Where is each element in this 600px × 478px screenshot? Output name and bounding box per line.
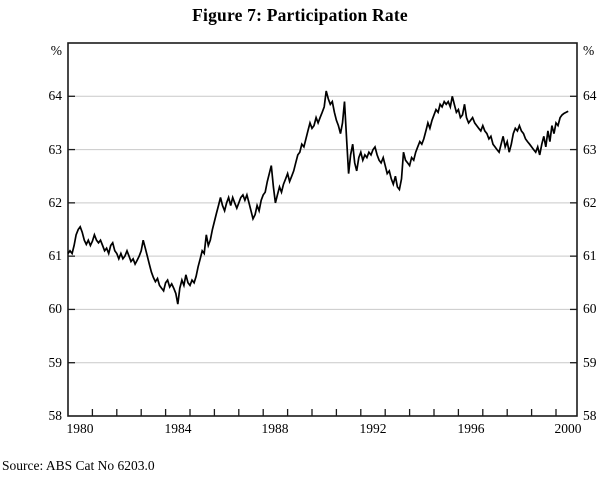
y-tick-label-right: 64 — [583, 88, 597, 103]
y-tick-label-right: 61 — [583, 248, 597, 263]
x-tick-label: 1996 — [457, 421, 485, 436]
y-tick-label-right: 60 — [583, 301, 597, 316]
x-tick-label: 1980 — [66, 421, 94, 436]
y-axis-unit-left: % — [50, 43, 62, 58]
x-tick-label: 1988 — [261, 421, 289, 436]
y-tick-label-left: 64 — [48, 88, 63, 103]
source-note: Source: ABS Cat No 6203.0 — [2, 458, 155, 473]
y-tick-label-left: 61 — [48, 248, 63, 263]
y-tick-label-left: 60 — [48, 301, 63, 316]
data-line-participation-rate — [67, 90, 569, 305]
y-tick-label-left: 58 — [48, 408, 63, 423]
y-tick-label-left: 62 — [48, 195, 63, 210]
x-tick-label: 2000 — [554, 421, 582, 436]
y-tick-label-right: 58 — [583, 408, 597, 423]
x-tick-label: 1984 — [164, 421, 192, 436]
y-tick-label-left: 63 — [48, 142, 63, 157]
y-tick-label-right: 59 — [583, 355, 597, 370]
y-axis-unit-right: % — [583, 43, 595, 58]
x-tick-label: 1992 — [359, 421, 387, 436]
y-tick-label-right: 63 — [583, 142, 597, 157]
y-tick-label-left: 59 — [48, 355, 63, 370]
y-tick-label-right: 62 — [583, 195, 597, 210]
chart-title: Figure 7: Participation Rate — [192, 5, 408, 25]
plot-border — [67, 42, 578, 417]
